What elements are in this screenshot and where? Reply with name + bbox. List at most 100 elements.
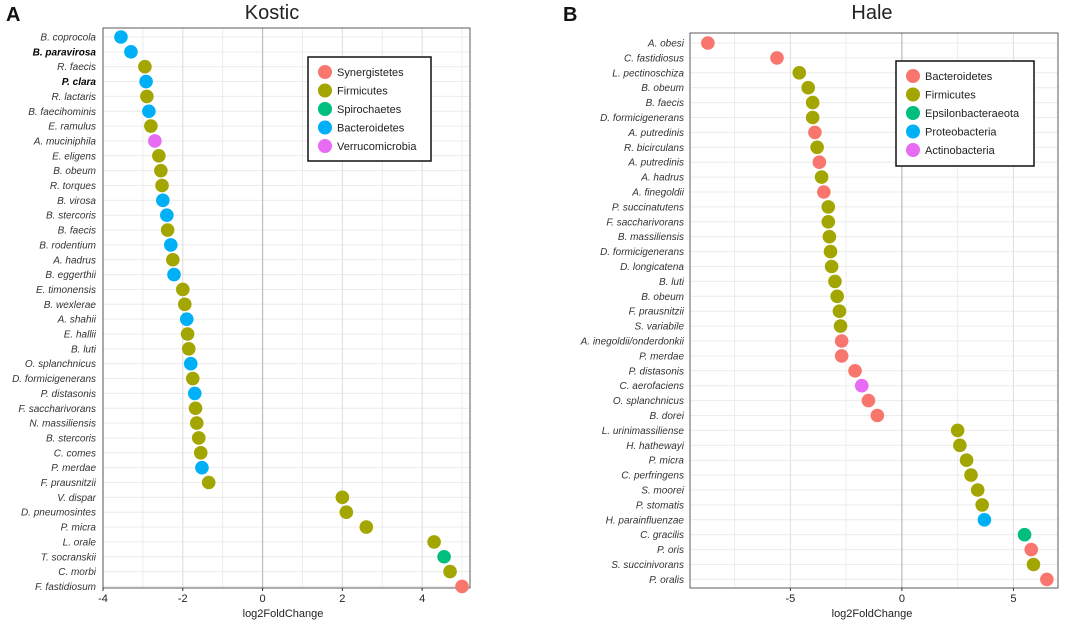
panel-b-legend-swatch	[906, 69, 920, 83]
panel-b-data-point	[821, 200, 836, 214]
panel-b-y-tick-label: F. prausnitzii	[629, 307, 685, 318]
panel-b-data-point	[959, 453, 974, 468]
panel-a-data-point	[339, 505, 354, 519]
panel-b-data-point	[812, 155, 827, 169]
panel-a-data-point	[335, 490, 350, 505]
panel-a-data-point	[144, 119, 158, 133]
panel-a-x-tick-label: -4	[98, 593, 108, 605]
panel-b-data-point	[792, 66, 807, 80]
panel-a-data-point	[185, 371, 200, 386]
panel-b-y-tick-label: B. massiliensis	[618, 232, 684, 243]
panel-b-y-tick-label: S. moorei	[641, 486, 685, 497]
panel-a-y-tick-label: B. coprocola	[40, 33, 96, 44]
panel-a-data-point	[152, 149, 166, 163]
panel-b-y-tick-label: D. longicatena	[620, 262, 684, 273]
panel-b-data-point	[805, 110, 820, 125]
panel-a-data-point	[138, 59, 152, 74]
panel-b-data-point	[821, 215, 836, 229]
panel-b-y-tick-label: D. formicigenerans	[600, 113, 684, 124]
panel-a-data-point	[437, 549, 451, 564]
panel-a-legend-label: Spirochaetes	[337, 104, 402, 116]
panel-b-data-point	[834, 334, 849, 348]
panel-a-data-point	[160, 223, 175, 237]
panel-a-y-tick-label: B. luti	[71, 344, 97, 355]
panel-a-x-tick-label: 2	[339, 593, 345, 605]
panel-a-y-tick-label: C. morbi	[58, 567, 97, 578]
panel-b-data-point	[953, 438, 967, 453]
panel-b-y-tick-label: S. succinivorans	[611, 560, 684, 571]
panel-b-data-point	[801, 80, 816, 95]
panel-a-y-tick-label: E. timonensis	[36, 285, 96, 296]
panel-b-data-point	[854, 378, 869, 393]
panel-a-y-tick-label: D. pneumosintes	[21, 508, 96, 519]
panel-b-plot-frame	[689, 32, 1059, 589]
panel-a-data-point	[155, 178, 169, 193]
panel-b-legend-label: Proteobacteria	[925, 127, 997, 139]
panel-a-data-point	[164, 238, 178, 252]
panel-a-data-point	[139, 74, 153, 89]
panel-a-y-tick-label: B. wexlerae	[44, 300, 97, 311]
panel-a-y-tick-label: T. socranskii	[41, 552, 97, 563]
panel-b-y-tick-label: P. oris	[657, 545, 684, 556]
panel-b-legend-swatch	[906, 143, 920, 157]
panel-b-y-tick-label: B. luti	[659, 277, 685, 288]
panel-b-data-point	[1026, 557, 1041, 572]
panel-b-data-point	[1040, 572, 1054, 587]
panel-a-y-tick-label: L. orale	[63, 537, 97, 548]
panel-a-data-point	[140, 89, 154, 104]
panel-a-legend-swatch	[318, 83, 332, 98]
panel-a-y-tick-label: E. ramulus	[48, 122, 96, 133]
panel-a-data-point	[443, 564, 457, 579]
panel-a-data-point	[166, 252, 180, 267]
panel-b-data-point	[975, 498, 989, 512]
panel-a-data-point	[156, 193, 170, 208]
panel-a-data-point	[183, 356, 198, 371]
panel-b-y-tick-label: C. perfringens	[621, 471, 684, 482]
panel-a-data-point	[195, 460, 209, 475]
panel-a-legend-label: Firmicutes	[337, 86, 388, 98]
panel-a-legend-swatch	[318, 65, 332, 79]
panel-b-y-tick-label: A. putredinis	[627, 158, 684, 169]
panel-a-y-tick-label: B. stercoris	[46, 433, 96, 444]
panel-b-title: Hale	[851, 2, 892, 24]
panel-b-data-point	[834, 349, 849, 363]
panel-b-data-point	[805, 95, 820, 110]
panel-b-y-tick-label: F. saccharivorans	[606, 217, 684, 228]
panel-a-legend-label: Bacteroidetes	[337, 123, 405, 135]
panel-a-legend-swatch	[318, 139, 332, 153]
panel-a-legend-swatch	[318, 102, 332, 116]
panel-b-y-tick-label: A. putredinis	[627, 128, 684, 139]
panel-b-legend-label: Actinobacteria	[925, 145, 996, 157]
panel-a-title: Kostic	[245, 2, 299, 24]
panel-b-data-point	[964, 468, 978, 482]
panel-a-y-tick-label: R. torques	[50, 181, 96, 192]
panel-b-y-tick-label: P. micra	[649, 456, 685, 467]
panel-b-data-point	[970, 483, 985, 497]
panel-b-y-tick-label: C. gracilis	[640, 530, 684, 541]
panel-a-y-tick-label: N. massiliensis	[29, 419, 96, 430]
panel-b-data-point	[977, 513, 992, 527]
panel-b-y-tick-label: C. fastidiosus	[624, 53, 684, 64]
panel-b-y-tick-label: P. merdae	[639, 351, 684, 362]
panel-a-y-tick-label: O. splanchnicus	[25, 359, 96, 370]
panel-a-data-point	[177, 297, 192, 312]
panel-a-y-tick-label: F. saccharivorans	[18, 404, 96, 415]
panel-a-data-point	[175, 282, 190, 297]
panel-a-data-point	[427, 535, 441, 549]
panel-a-data-point	[187, 386, 202, 401]
panel-b-data-point	[833, 319, 848, 333]
panel-b-y-tick-label: A. inegoldii/onderdonkii	[580, 337, 685, 348]
panel-b-legend-swatch	[906, 87, 920, 102]
panel-b-x-tick-label: 0	[899, 593, 905, 605]
panel-a-y-tick-label: V. dispar	[57, 493, 96, 504]
panel-a-data-point	[181, 342, 196, 356]
panel-b-y-tick-label: L. pectinoschiza	[612, 68, 684, 79]
panel-a-data-point	[191, 431, 206, 445]
panel-a-y-tick-label: B. obeum	[53, 166, 96, 177]
panel-a-panel-label: A	[6, 4, 20, 26]
panel-a-y-tick-label: A. muciniphila	[33, 136, 97, 147]
panel-b-data-point	[1017, 527, 1032, 542]
panel-a-y-tick-label: C. comes	[54, 448, 96, 459]
panel-b-legend-label: Epsilonbacteraeota	[925, 108, 1020, 120]
panel-a-y-tick-label: B. faecis	[58, 226, 96, 237]
